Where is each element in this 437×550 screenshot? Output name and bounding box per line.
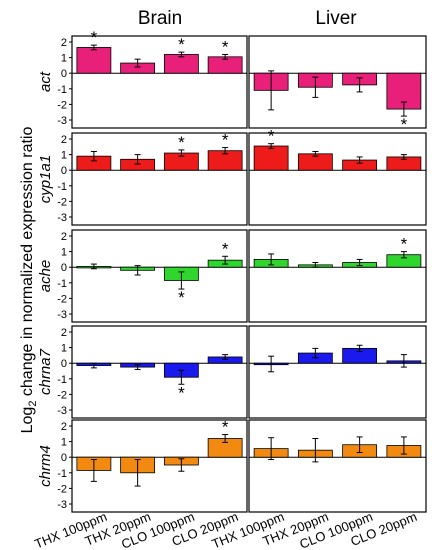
significance-star: * bbox=[91, 28, 98, 47]
y-tick-label: 0 bbox=[61, 452, 67, 464]
significance-star: * bbox=[178, 288, 185, 307]
y-tick-label: -2 bbox=[57, 99, 67, 111]
y-tick-label: 0 bbox=[61, 165, 67, 177]
y-tick-label: -2 bbox=[57, 293, 67, 305]
y-tick-label: 2 bbox=[61, 37, 67, 49]
panel-frame-cyp1a1-liver bbox=[248, 132, 427, 226]
y-tick-label: 1 bbox=[61, 53, 67, 65]
y-tick-label: 2 bbox=[61, 134, 67, 146]
panel-frame-ache-liver bbox=[248, 229, 427, 323]
panel-frame-act-brain bbox=[71, 35, 248, 129]
y-tick-label: -2 bbox=[57, 196, 67, 208]
y-tick-label: -3 bbox=[57, 212, 67, 224]
y-tick-label: -3 bbox=[57, 405, 67, 417]
significance-star: * bbox=[178, 35, 185, 54]
gene-label-ache: ache bbox=[37, 260, 54, 293]
y-axis-label: Log2 change in normalized expression rat… bbox=[19, 127, 39, 434]
gene-label-cyp1a1: cyp1a1 bbox=[37, 155, 54, 203]
panel-frame-ache-brain bbox=[71, 229, 248, 323]
significance-star: * bbox=[401, 115, 408, 134]
y-tick-label: 1 bbox=[61, 437, 67, 449]
y-tick-label: -2 bbox=[57, 483, 67, 495]
y-tick-label: 1 bbox=[61, 150, 67, 162]
y-tick-label: -1 bbox=[57, 468, 67, 480]
significance-star: * bbox=[222, 37, 229, 56]
significance-star: * bbox=[268, 127, 275, 146]
panel-frame-cyp1a1-brain bbox=[71, 132, 248, 226]
y-tick-label: 0 bbox=[61, 68, 67, 80]
y-tick-label: 0 bbox=[61, 358, 67, 370]
significance-star: * bbox=[178, 133, 185, 152]
significance-star: * bbox=[222, 131, 229, 150]
y-tick-label: -3 bbox=[57, 309, 67, 321]
gene-label-act: act bbox=[37, 71, 54, 92]
y-tick-label: 1 bbox=[61, 343, 67, 355]
significance-star: * bbox=[178, 383, 185, 402]
panel-frame-chrm4-liver bbox=[248, 419, 427, 513]
y-tick-label: -2 bbox=[57, 389, 67, 401]
gene-label-chrm4: chrm4 bbox=[37, 445, 54, 487]
y-tick-label: -1 bbox=[57, 181, 67, 193]
bar-cyp1a1-liver-0 bbox=[253, 145, 289, 171]
bar-act-liver-3 bbox=[386, 72, 422, 110]
panel-frame-chrm4-brain bbox=[71, 419, 248, 513]
y-tick-label: 0 bbox=[61, 262, 67, 274]
y-tick-label: -1 bbox=[57, 84, 67, 96]
gene-label-chrna7: chrna7 bbox=[37, 348, 54, 395]
significance-star: * bbox=[401, 235, 408, 254]
panels-group: act 2 1 0 -1 -2 -3 * * * * cyp1a1 2 1 0 -1 -2 -3 * * * ache 2 1… bbox=[37, 28, 427, 513]
panel-frame-chrna7-liver bbox=[248, 325, 427, 419]
significance-star: * bbox=[222, 418, 229, 437]
y-tick-label: -1 bbox=[57, 278, 67, 290]
y-tick-label: 1 bbox=[61, 247, 67, 259]
column-title-liver: Liver bbox=[315, 8, 357, 29]
y-tick-label: -1 bbox=[57, 374, 67, 386]
y-tick-label: 2 bbox=[61, 421, 67, 433]
y-tick-label: -3 bbox=[57, 115, 67, 127]
significance-star: * bbox=[222, 239, 229, 258]
y-tick-label: 2 bbox=[61, 231, 67, 243]
column-title-brain: Brain bbox=[138, 8, 182, 29]
y-tick-label: 2 bbox=[61, 327, 67, 339]
bar-act-brain-0 bbox=[76, 47, 112, 74]
panel-frame-chrna7-brain bbox=[71, 325, 248, 419]
panel-frame-act-liver bbox=[248, 35, 427, 129]
y-tick-label: -3 bbox=[57, 499, 67, 511]
